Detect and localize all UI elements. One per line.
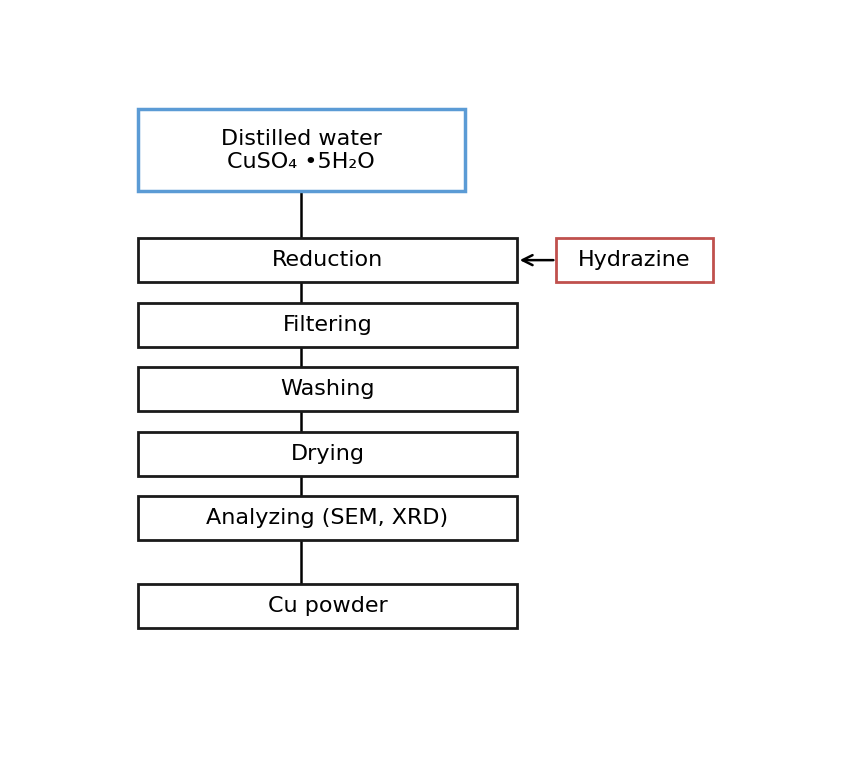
Bar [138, 367, 517, 411]
Text: Drying: Drying [291, 443, 364, 464]
Text: Distilled water
CuSO₄ •5H₂O: Distilled water CuSO₄ •5H₂O [221, 129, 382, 171]
Text: Hydrazine: Hydrazine [578, 250, 690, 270]
Bar [556, 238, 713, 282]
Bar [138, 584, 517, 629]
Bar [138, 303, 517, 347]
Bar [138, 109, 464, 191]
Text: Filtering: Filtering [282, 315, 373, 335]
Bar [138, 496, 517, 540]
Text: Cu powder: Cu powder [267, 597, 388, 616]
Bar [138, 432, 517, 475]
Text: Analyzing (SEM, XRD): Analyzing (SEM, XRD) [207, 508, 448, 528]
Text: Washing: Washing [280, 379, 375, 399]
Bar [138, 238, 517, 282]
Text: Reduction: Reduction [272, 250, 383, 270]
